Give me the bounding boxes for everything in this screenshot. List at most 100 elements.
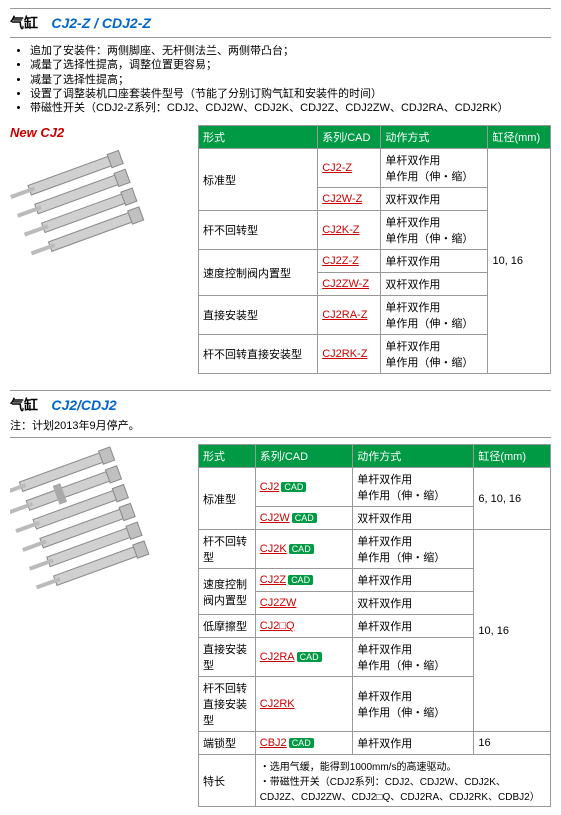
content-row-2: 形式 系列/CAD 动作方式 缸径(mm) 标准型 CJ2CAD 单杆双作用 单…	[10, 444, 551, 807]
bullet-item: 减量了选择性提高；	[30, 73, 551, 87]
series-link[interactable]: CJ2RK	[260, 698, 295, 710]
cell-action: 双杆双作用	[381, 188, 488, 211]
cell-series: CJ2W-Z	[318, 188, 381, 211]
cell-type: 标准型	[199, 149, 318, 211]
cell-action: 单杆双作用 单作用（伸・缩）	[353, 530, 474, 569]
cell-action: 双杆双作用	[353, 507, 474, 530]
cell-series: CJ2WCAD	[255, 507, 353, 530]
series-link[interactable]: CJ2ZW	[260, 597, 297, 609]
section-header-1: 气缸 CJ2-Z / CDJ2-Z	[10, 8, 551, 38]
cell-bore: 16	[474, 732, 551, 755]
series-link[interactable]: CJ2-Z	[322, 162, 352, 174]
cell-type: 标准型	[199, 468, 256, 530]
cell-type: 直接安装型	[199, 296, 318, 335]
bullet-item: 追加了安装件：两侧脚座、无杆侧法兰、两侧带凸台；	[30, 44, 551, 58]
th-type: 形式	[199, 126, 318, 149]
cad-badge: CAD	[297, 652, 322, 662]
cell-series: CJ2-Z	[318, 149, 381, 188]
series-link[interactable]: CJ2	[260, 481, 280, 493]
cell-action: 双杆双作用	[353, 592, 474, 615]
cell-series: CBJ2CAD	[255, 732, 353, 755]
cell-type: 杆不回转型	[199, 530, 256, 569]
cell-type: 杆不回转直接安装型	[199, 677, 256, 732]
cad-badge: CAD	[288, 575, 313, 585]
table-header-row: 形式 系列/CAD 动作方式 缸径(mm)	[199, 126, 551, 149]
cell-action: 单杆双作用 单作用（伸・缩）	[381, 149, 488, 188]
series-link[interactable]: CJ2RK-Z	[322, 348, 367, 360]
table-row: 端锁型 CBJ2CAD 单杆双作用 16	[199, 732, 551, 755]
bullet-item: 减量了选择性提高，调整位置更容易；	[30, 58, 551, 72]
th-series: 系列/CAD	[255, 445, 353, 468]
cell-type: 杆不回转直接安装型	[199, 335, 318, 374]
series-link[interactable]: CJ2Z-Z	[322, 255, 359, 267]
series-link[interactable]: CJ2W	[260, 512, 290, 524]
cell-series: CJ2KCAD	[255, 530, 353, 569]
image-column-1: New CJ2	[10, 125, 190, 277]
cell-action: 单杆双作用	[353, 569, 474, 592]
series-link[interactable]: CBJ2	[260, 737, 287, 749]
th-action: 动作方式	[353, 445, 474, 468]
cell-action: 单杆双作用	[353, 732, 474, 755]
bullet-item: 带磁性开关（CDJ2-Z系列：CDJ2、CDJ2W、CDJ2K、CDJ2Z、CD…	[30, 101, 551, 115]
section-model-1: CJ2-Z / CDJ2-Z	[51, 15, 151, 31]
cell-series: CJ2K-Z	[318, 211, 381, 250]
cell-action: 双杆双作用	[381, 273, 488, 296]
cell-series: CJ2Z-Z	[318, 250, 381, 273]
cell-series: CJ2□Q	[255, 615, 353, 638]
table-row-feature: 特长 ・选用气缓，能得到1000mm/s的高速驱动。 ・带磁性开关（CDJ2系列…	[199, 755, 551, 807]
series-link[interactable]: CJ2RA	[260, 651, 295, 663]
th-action: 动作方式	[381, 126, 488, 149]
table-row: 杆不回转型 CJ2KCAD 单杆双作用 单作用（伸・缩） 10, 16	[199, 530, 551, 569]
cylinder-illustration-1	[10, 144, 180, 274]
series-link[interactable]: CJ2K-Z	[322, 224, 359, 236]
cad-badge: CAD	[289, 544, 314, 554]
cell-series: CJ2ZW-Z	[318, 273, 381, 296]
section-label-2: 气缸	[10, 397, 38, 413]
cell-type: 杆不回转型	[199, 211, 318, 250]
cell-type: 速度控制阀内置型	[199, 569, 256, 615]
cell-series: CJ2ZW	[255, 592, 353, 615]
cylinder-illustration-2	[10, 444, 180, 614]
content-row-1: New CJ2 形式 系列/CAD 动作方式 缸径(mm)	[10, 125, 551, 374]
bullet-item: 设置了调整装机口座套装件型号（节能了分别订购气缸和安装件的时间）	[30, 87, 551, 101]
cell-action: 单杆双作用	[381, 250, 488, 273]
cell-type: 低摩擦型	[199, 615, 256, 638]
cell-action: 单杆双作用 单作用（伸・缩）	[381, 335, 488, 374]
cell-action: 单杆双作用 单作用（伸・缩）	[353, 677, 474, 732]
section-cj2: 气缸 CJ2/CDJ2 注：计划2013年9月停产。 形式 系列/CAD	[0, 382, 561, 815]
cell-action: 单杆双作用	[353, 615, 474, 638]
image-column-2	[10, 444, 190, 617]
th-bore: 缸径(mm)	[474, 445, 551, 468]
cell-action: 单杆双作用 单作用（伸・缩）	[353, 638, 474, 677]
cell-bore: 10, 16	[474, 530, 551, 732]
cell-series: CJ2RA-Z	[318, 296, 381, 335]
discontinue-note: 注：计划2013年9月停产。	[10, 417, 551, 433]
th-type: 形式	[199, 445, 256, 468]
cell-feature-label: 特长	[199, 755, 256, 807]
cell-series: CJ2CAD	[255, 468, 353, 507]
section-label-1: 气缸	[10, 15, 38, 31]
section-cj2z: 气缸 CJ2-Z / CDJ2-Z 追加了安装件：两侧脚座、无杆侧法兰、两侧带凸…	[0, 0, 561, 382]
series-link[interactable]: CJ2K	[260, 543, 287, 555]
series-link[interactable]: CJ2Z	[260, 574, 286, 586]
section-model-2: CJ2/CDJ2	[51, 397, 116, 413]
series-link[interactable]: CJ2W-Z	[322, 193, 362, 205]
cell-series: CJ2RK-Z	[318, 335, 381, 374]
cell-action: 单杆双作用 单作用（伸・缩）	[381, 211, 488, 250]
new-badge: New CJ2	[10, 125, 190, 140]
cell-feature-text: ・选用气缓，能得到1000mm/s的高速驱动。 ・带磁性开关（CDJ2系列：CD…	[255, 755, 550, 807]
spec-table-1: 形式 系列/CAD 动作方式 缸径(mm) 标准型 CJ2-Z 单杆双作用 单作…	[198, 125, 551, 374]
table-column-1: 形式 系列/CAD 动作方式 缸径(mm) 标准型 CJ2-Z 单杆双作用 单作…	[198, 125, 551, 374]
series-link[interactable]: CJ2□Q	[260, 620, 295, 632]
cad-badge: CAD	[289, 738, 314, 748]
th-bore: 缸径(mm)	[488, 126, 551, 149]
table-row: 标准型 CJ2CAD 单杆双作用 单作用（伸・缩） 6, 10, 16	[199, 468, 551, 507]
series-link[interactable]: CJ2ZW-Z	[322, 278, 369, 290]
table-header-row: 形式 系列/CAD 动作方式 缸径(mm)	[199, 445, 551, 468]
cell-series: CJ2RACAD	[255, 638, 353, 677]
feature-bullets-1: 追加了安装件：两侧脚座、无杆侧法兰、两侧带凸台； 减量了选择性提高，调整位置更容…	[10, 44, 551, 115]
cell-type: 端锁型	[199, 732, 256, 755]
th-series: 系列/CAD	[318, 126, 381, 149]
spec-table-2: 形式 系列/CAD 动作方式 缸径(mm) 标准型 CJ2CAD 单杆双作用 单…	[198, 444, 551, 807]
series-link[interactable]: CJ2RA-Z	[322, 309, 367, 321]
